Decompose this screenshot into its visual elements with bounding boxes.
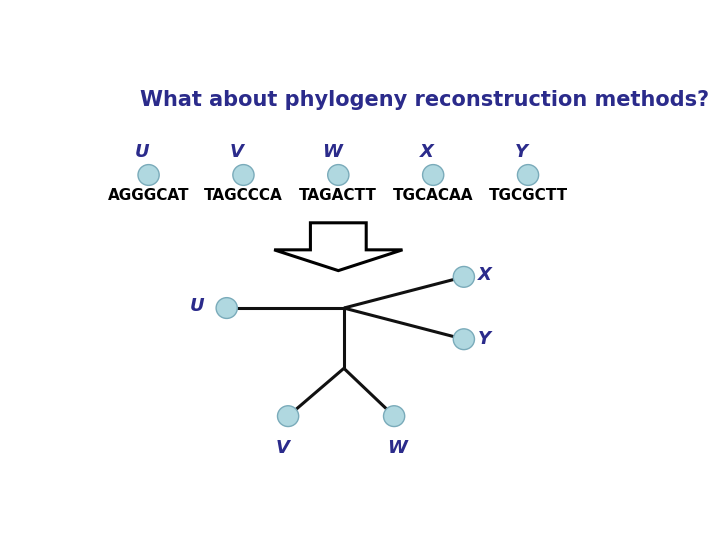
Ellipse shape [277,406,299,427]
Text: X: X [420,143,433,161]
Text: X: X [478,266,492,284]
Text: Y: Y [478,330,491,348]
Text: V: V [230,143,243,161]
Text: V: V [276,439,289,457]
Text: Y: Y [515,143,528,161]
Ellipse shape [423,165,444,185]
Ellipse shape [454,329,474,349]
Text: TGCGCTT: TGCGCTT [488,188,567,203]
Text: W: W [322,143,341,161]
Ellipse shape [384,406,405,427]
Text: AGGGCAT: AGGGCAT [108,188,189,203]
Ellipse shape [328,165,349,185]
Text: TAGACTT: TAGACTT [300,188,377,203]
Polygon shape [274,223,402,271]
Ellipse shape [454,266,474,287]
Text: What about phylogeny reconstruction methods?: What about phylogeny reconstruction meth… [140,90,709,110]
Ellipse shape [216,298,238,319]
Text: TAGCCCA: TAGCCCA [204,188,283,203]
Ellipse shape [233,165,254,185]
Text: TGCACAA: TGCACAA [393,188,474,203]
Text: U: U [190,297,204,315]
Text: U: U [135,143,149,161]
Ellipse shape [138,165,159,185]
Text: W: W [387,439,407,457]
Ellipse shape [518,165,539,185]
